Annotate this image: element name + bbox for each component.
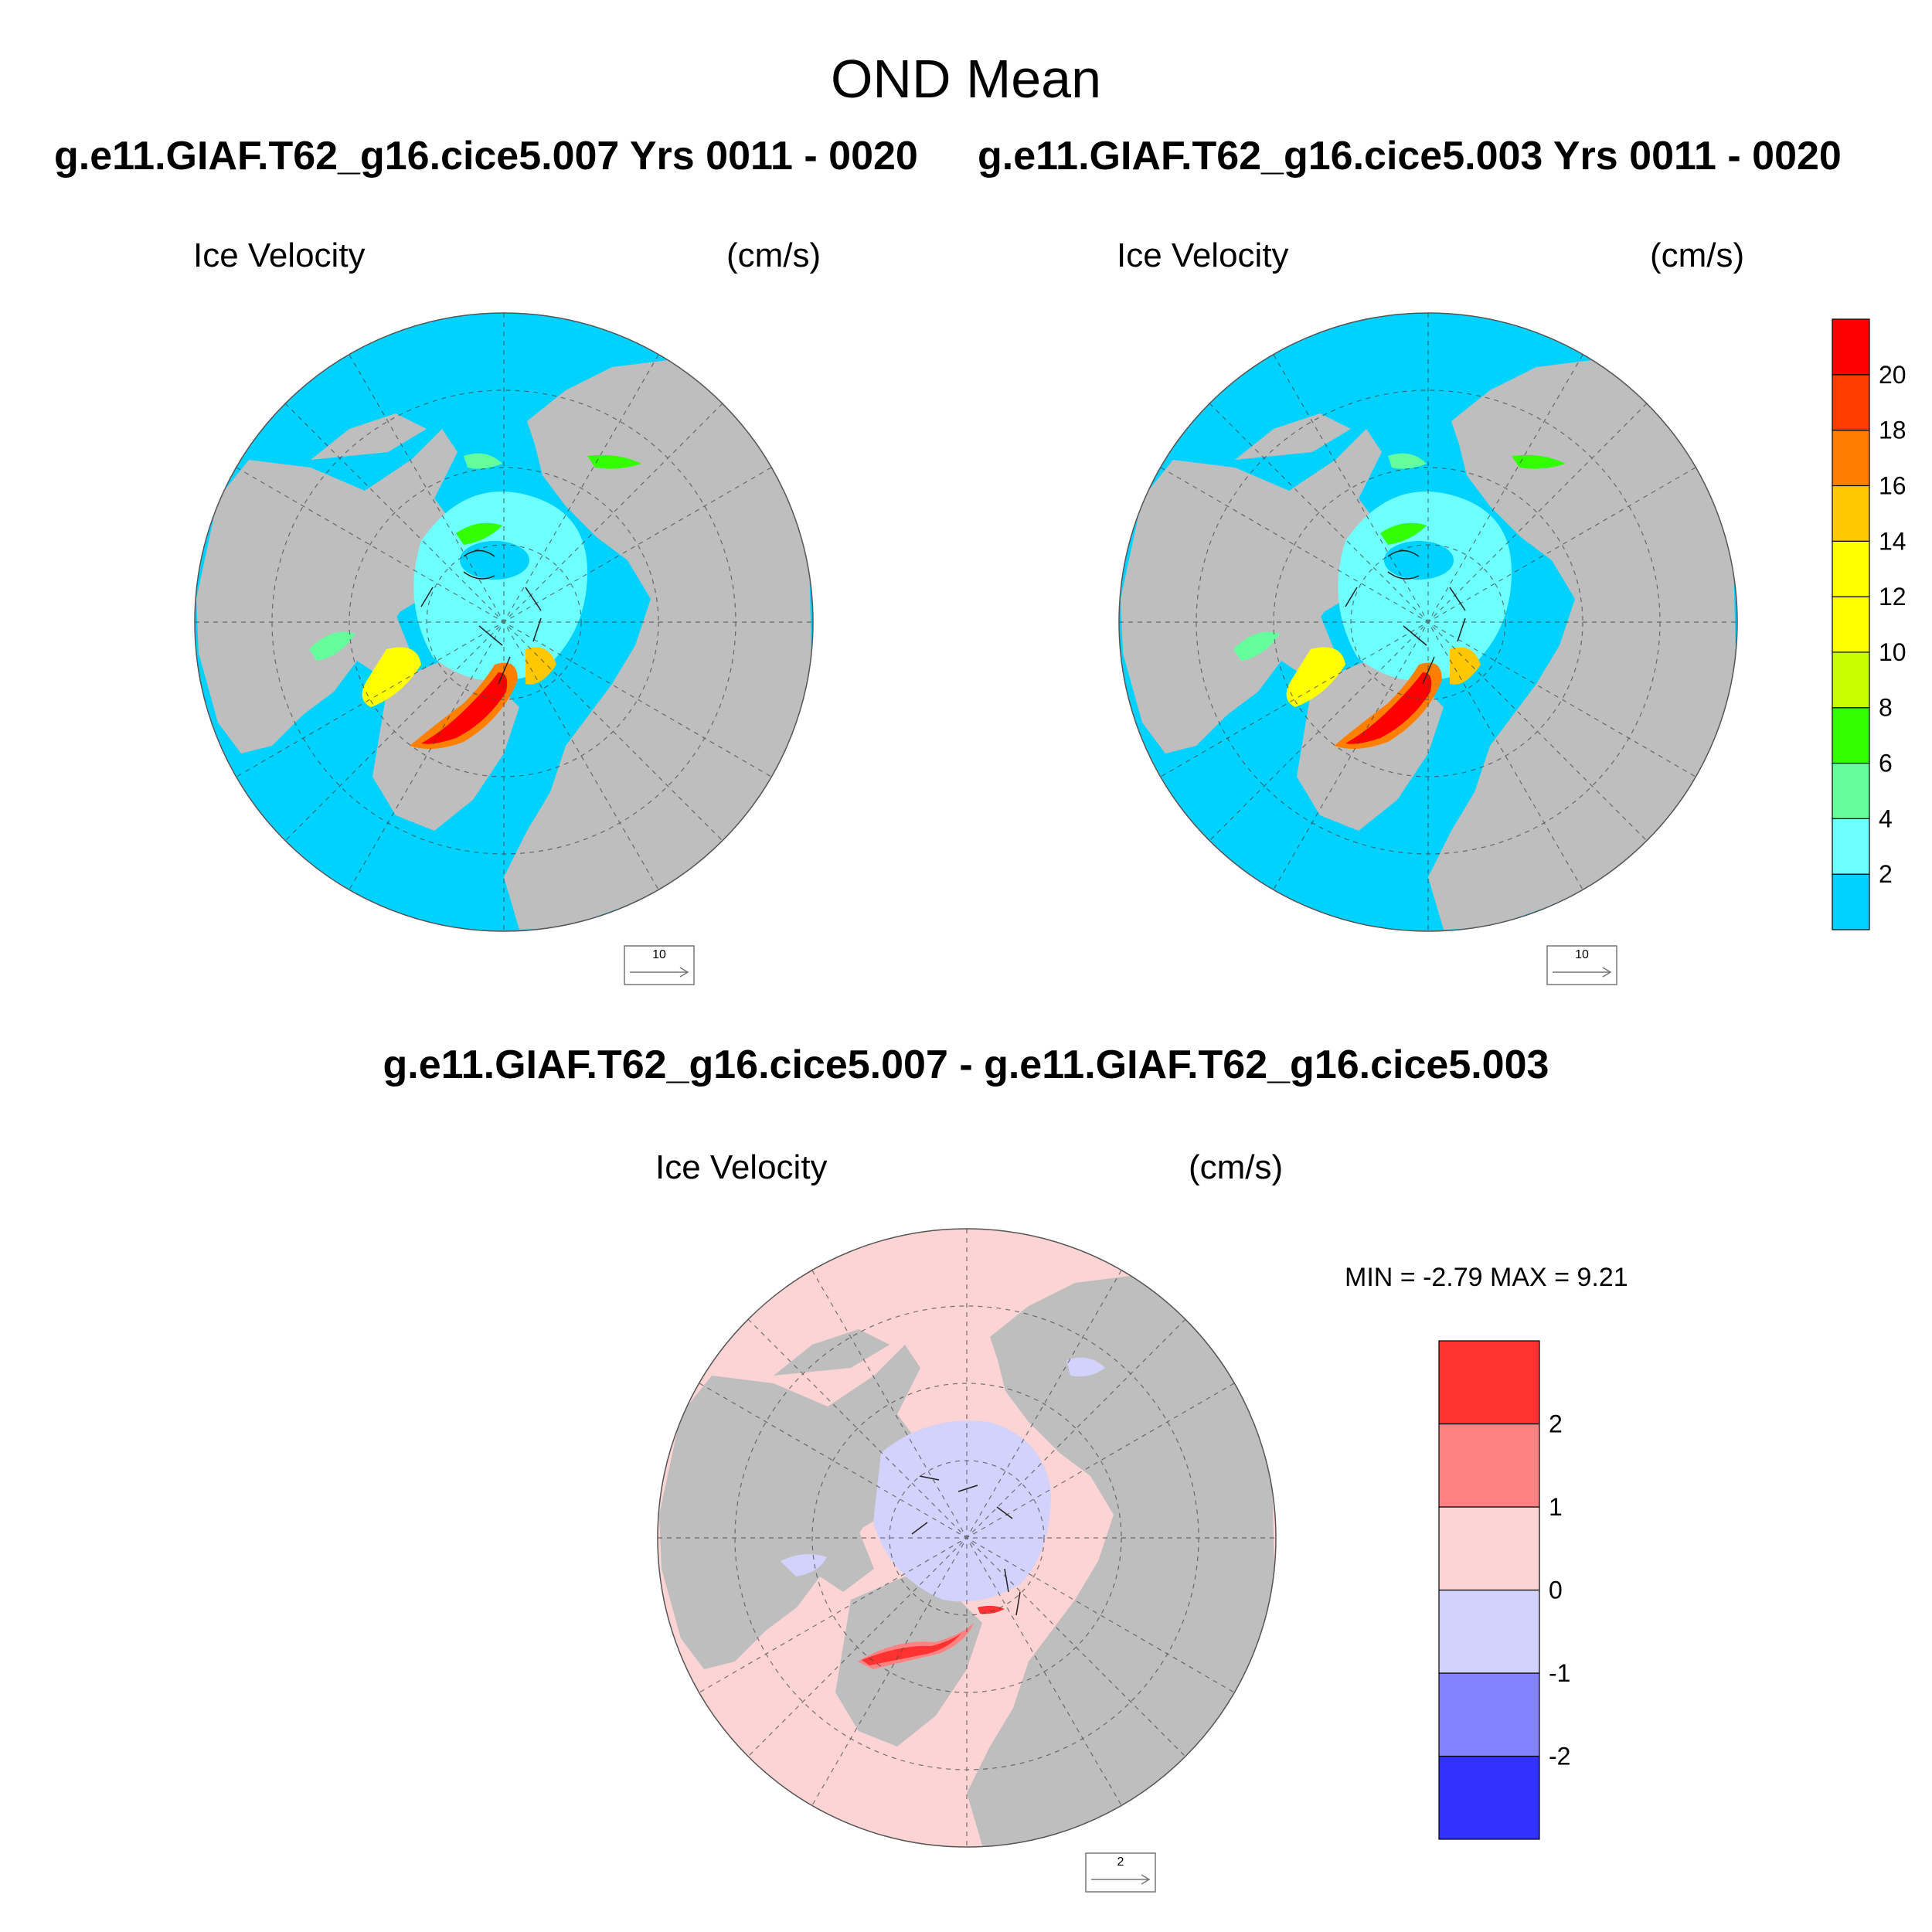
panel1-polar-map <box>194 312 814 932</box>
panel1-beaufort-gyre <box>460 541 529 580</box>
diff-colorbar-box-2 <box>1438 1589 1540 1674</box>
min-max-readout: MIN = -2.79 MAX = 9.21 <box>1345 1263 1628 1293</box>
difference-title: g.e11.GIAF.T62_g16.cice5.007 - g.e11.GIA… <box>383 1043 1549 1087</box>
top-colorbar-tick-label: 4 <box>1879 804 1893 832</box>
top-colorbar-tick-label: 2 <box>1879 860 1893 888</box>
panel1-variable-label: Ice Velocity <box>193 236 366 274</box>
panel2-beaufort-gyre <box>1384 541 1454 580</box>
panel3-graticule <box>658 1229 1276 1847</box>
top-colorbar-box-9 <box>1832 374 1870 431</box>
panel2-ref-vector-label: 10 <box>1575 948 1589 961</box>
max-label: MAX = <box>1490 1263 1570 1292</box>
panel1-units-label: (cm/s) <box>726 236 821 274</box>
diff-colorbar-tick-label: 0 <box>1549 1577 1563 1604</box>
diff-colorbar-tick-label: -1 <box>1549 1659 1570 1687</box>
panel3-ref-vector: 2 <box>1085 1852 1156 1893</box>
top-colorbar-tick-label: 10 <box>1879 638 1906 666</box>
panel3-ref-vector-label: 2 <box>1117 1855 1124 1869</box>
top-colorbar-tick-label: 18 <box>1879 417 1906 444</box>
diff-colorbar-box-5 <box>1438 1340 1540 1425</box>
top-colorbar-box-0 <box>1832 873 1870 930</box>
panel1-yellow-band <box>362 647 421 707</box>
panel2-vectors <box>1345 549 1466 685</box>
top-colorbar-box-6 <box>1832 540 1870 597</box>
top-colorbar-box-10 <box>1832 318 1870 376</box>
top-colorbar-tick-label: 16 <box>1879 471 1906 499</box>
min-value: -2.79 <box>1423 1263 1483 1292</box>
top-colorbar-box-1 <box>1832 818 1870 875</box>
panel2-yellow-band <box>1286 647 1345 707</box>
top-colorbar-tick-label: 12 <box>1879 583 1906 611</box>
panel3-polar-map <box>657 1228 1277 1848</box>
panel2-ice-field <box>1338 492 1512 682</box>
top-colorbar-box-8 <box>1832 430 1870 487</box>
panel3-units-label: (cm/s) <box>1189 1148 1284 1186</box>
panel1-red-current <box>421 672 508 744</box>
top-colorbar-box-2 <box>1832 762 1870 819</box>
run-title-left: g.e11.GIAF.T62_g16.cice5.007 Yrs 0011 - … <box>54 134 918 179</box>
diff-colorbar-tick-label: 1 <box>1549 1493 1563 1521</box>
top-colorbar-box-5 <box>1832 596 1870 653</box>
top-colorbar-box-4 <box>1832 651 1870 709</box>
diff-colorbar-box-4 <box>1438 1423 1540 1508</box>
panel1-ref-vector: 10 <box>624 945 695 985</box>
panel1-vectors <box>420 549 542 685</box>
top-colorbar-tick-label: 6 <box>1879 750 1893 777</box>
panel2-units-label: (cm/s) <box>1650 236 1745 274</box>
top-colorbar-tick-label: 14 <box>1879 527 1906 555</box>
top-colorbar-tick-label: 8 <box>1879 694 1893 722</box>
top-colorbar: 2 4 6 8 10 12 14 16 18 20 <box>1832 318 1906 930</box>
top-colorbar-box-7 <box>1832 485 1870 542</box>
panel3-vectors <box>911 1475 1021 1616</box>
diff-colorbar-tick-label: -2 <box>1549 1743 1570 1770</box>
top-colorbar-tick-label: 20 <box>1879 361 1906 389</box>
panel1-ref-vector-label: 10 <box>652 948 666 961</box>
max-value: 9.21 <box>1577 1263 1628 1292</box>
top-colorbar-box-3 <box>1832 707 1870 764</box>
diff-colorbar-box-3 <box>1438 1506 1540 1591</box>
main-title: OND Mean <box>830 49 1102 109</box>
panel2-variable-label: Ice Velocity <box>1117 236 1289 274</box>
panel3-variable-label: Ice Velocity <box>655 1148 828 1186</box>
panel2-polar-map <box>1118 312 1738 932</box>
panel3-positive-streak <box>862 1632 962 1665</box>
panel2-red-current <box>1345 672 1432 744</box>
run-title-right: g.e11.GIAF.T62_g16.cice5.003 Yrs 0011 - … <box>978 134 1842 179</box>
difference-colorbar: -2 -1 0 1 2 <box>1438 1340 1570 1840</box>
min-label: MIN = <box>1345 1263 1416 1292</box>
panel1-ice-field <box>413 492 587 682</box>
panel2-graticule <box>1119 313 1737 931</box>
panel3-negative-region <box>873 1420 1051 1602</box>
diff-colorbar-box-1 <box>1438 1672 1540 1757</box>
panel2-ref-vector: 10 <box>1546 945 1617 985</box>
panel1-graticule <box>195 313 813 931</box>
diff-colorbar-box-0 <box>1438 1755 1540 1840</box>
diff-colorbar-tick-label: 2 <box>1549 1410 1563 1438</box>
